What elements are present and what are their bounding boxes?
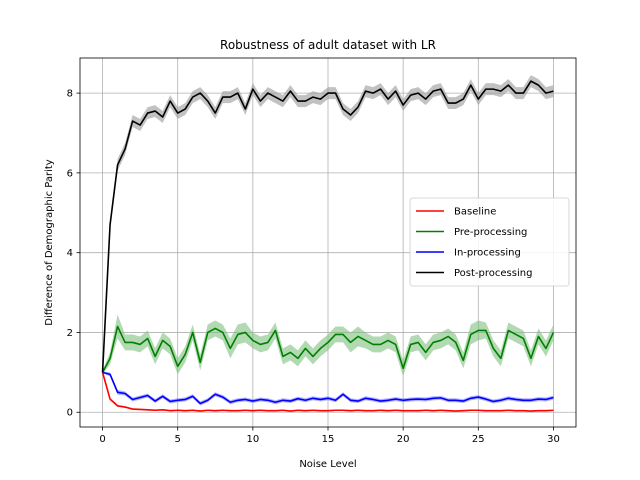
x-tick-label: 5 (175, 434, 181, 445)
legend-label-pre-processing: Pre-processing (454, 227, 527, 238)
post-processing-line (101, 80, 554, 373)
x-tick-label: 0 (99, 434, 105, 445)
in-processing-band (102, 371, 554, 406)
legend-label-post-processing: Post-processing (454, 268, 532, 279)
legend-label-baseline: Baseline (454, 207, 496, 218)
legend-label-in-processing: In-processing (454, 248, 521, 259)
y-tick-label: 8 (67, 89, 73, 100)
pre-processing-band (102, 314, 554, 377)
chart-title: Robustness of adult dataset with LR (220, 38, 436, 52)
confidence-bands (102, 75, 554, 412)
x-tick-label: 30 (547, 434, 560, 445)
series-lines (101, 80, 555, 412)
legend: Baseline Pre-processing In-processing Post-… (409, 197, 570, 287)
y-axis-ticks: 0 2 4 6 8 (67, 89, 80, 419)
y-axis-label: Difference of Demographic Parity (44, 159, 55, 326)
x-axis-label: Noise Level (299, 459, 356, 470)
x-tick-label: 10 (246, 434, 259, 445)
x-tick-label: 25 (472, 434, 485, 445)
y-tick-label: 4 (67, 248, 73, 259)
baseline-line (101, 372, 554, 412)
pre-processing-line (101, 325, 555, 373)
y-tick-label: 2 (67, 328, 73, 339)
x-tick-label: 15 (322, 434, 335, 445)
in-processing-line (102, 371, 554, 405)
y-tick-label: 0 (67, 408, 73, 419)
y-tick-label: 6 (67, 168, 73, 179)
x-axis-ticks: 0 5 10 15 20 25 30 (99, 427, 560, 445)
legend-box (409, 197, 570, 287)
x-tick-label: 20 (397, 434, 410, 445)
